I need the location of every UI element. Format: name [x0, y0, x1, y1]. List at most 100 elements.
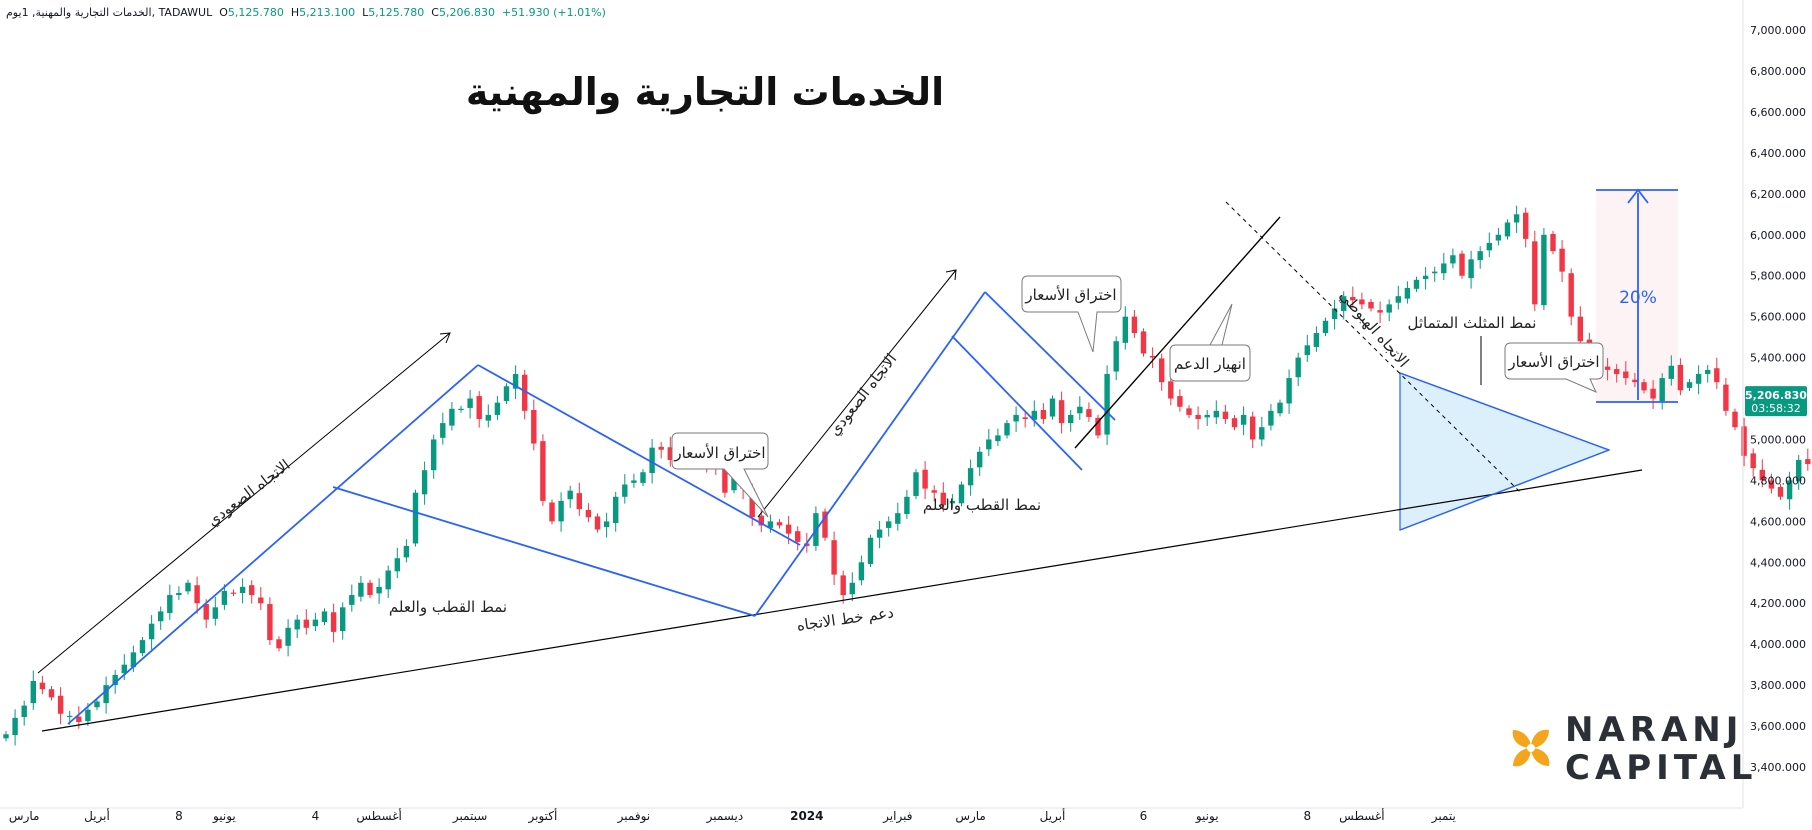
callout-breakout-2: اختراق الأسعار: [1021, 275, 1122, 353]
candle-body: [1049, 398, 1056, 417]
candle-body: [977, 451, 983, 468]
low-value: 5,125.780: [368, 6, 425, 19]
candle-body: [167, 595, 173, 614]
x-tick-label: مارس: [955, 809, 986, 824]
candle-body: [658, 446, 664, 450]
candle-body: [1168, 381, 1174, 399]
candle-body: [12, 717, 18, 736]
candle-body: [403, 545, 410, 558]
candle-body: [249, 585, 255, 596]
candle-body: [949, 500, 956, 504]
last-price-countdown: 03:58:32: [1751, 402, 1800, 415]
candle-body: [1058, 400, 1065, 424]
candle-body: [876, 529, 883, 538]
candle-body: [804, 543, 810, 546]
annotation-support-break: انهيار الدعم: [1174, 355, 1246, 373]
candle-body: [1286, 378, 1292, 404]
candle-body: [1031, 410, 1037, 420]
y-tick-label: 3,800.000: [1750, 679, 1806, 692]
candle-body: [276, 639, 282, 649]
y-tick-label: 3,400.000: [1750, 761, 1806, 774]
candle-body: [613, 496, 619, 523]
x-tick-label: أبريل: [1040, 808, 1066, 824]
callout-breakout-3: اختراق الأسعار: [1504, 342, 1604, 393]
candle-body: [1204, 414, 1210, 418]
brand-line-2: CAPITAL: [1565, 748, 1758, 788]
candle-body: [67, 715, 73, 718]
candle-body: [1805, 459, 1811, 465]
candle-body: [1149, 355, 1156, 358]
candle-body: [1495, 234, 1502, 241]
candle-body: [986, 439, 992, 450]
x-tick-label: يونيو: [1195, 809, 1219, 824]
candle-body: [176, 593, 182, 596]
triangle-lower: [1399, 449, 1610, 531]
uptrend-arrow-2: [757, 269, 957, 518]
candle-body: [995, 435, 1001, 442]
change-value: +51.930 (+1.01%): [501, 6, 606, 19]
candle-body: [194, 585, 200, 604]
candle-body: [367, 582, 373, 596]
candle-body: [494, 402, 501, 415]
candle-body: [1195, 414, 1201, 420]
candle-body: [522, 374, 528, 411]
x-tick-label: أغسطس: [1339, 808, 1384, 824]
candle-body: [1231, 418, 1238, 428]
uptrend-arrow-1: [37, 332, 451, 674]
y-tick-label: 7,000.000: [1750, 24, 1806, 37]
y-tick-label: 4,600.000: [1750, 515, 1806, 528]
candle-body: [967, 468, 974, 486]
candle-body: [1086, 409, 1092, 417]
candle-body: [840, 575, 846, 596]
candle-body: [1250, 416, 1256, 440]
candle-body: [1532, 241, 1538, 305]
candle-body: [394, 558, 400, 572]
candle-body: [48, 689, 55, 698]
candle-body: [1441, 263, 1447, 274]
annotation-target-pct: 20%: [1619, 288, 1657, 308]
candle-body: [312, 619, 319, 627]
candle-body: [1568, 273, 1574, 317]
candle-body: [904, 496, 910, 514]
candle-body: [1159, 358, 1165, 383]
flag-upper-1: [477, 364, 801, 546]
candle-body: [1413, 279, 1420, 289]
candle-body: [722, 467, 728, 493]
candle-body: [1459, 253, 1465, 276]
candle-body: [421, 470, 428, 495]
candle-body: [1068, 414, 1074, 424]
candle-body: [1350, 297, 1356, 301]
candle-body: [148, 623, 155, 640]
candle-body: [1404, 288, 1411, 299]
candle-body: [294, 619, 300, 630]
y-tick-label: 4,000.000: [1750, 638, 1806, 651]
candle-body: [1796, 459, 1802, 482]
annotation-breakout-1: اختراق الأسعار: [673, 443, 765, 462]
candle-body: [749, 488, 755, 518]
candle-body: [1331, 308, 1338, 320]
candle-body: [1450, 255, 1456, 264]
x-tick-label: يتمبر: [1431, 809, 1456, 824]
x-tick-label: 8: [1303, 809, 1311, 823]
candle-body: [1786, 480, 1793, 500]
candle-body: [467, 398, 473, 408]
y-tick-label: 5,600.000: [1750, 311, 1806, 324]
y-tick-label: 6,600.000: [1750, 106, 1806, 119]
x-tick-label: سبتمبر: [452, 809, 487, 824]
candle-body: [895, 513, 901, 524]
candle-body: [376, 586, 382, 594]
high-value: 5,213.100: [299, 6, 356, 19]
candle-body: [1386, 304, 1392, 313]
candle-body: [795, 531, 801, 542]
y-tick-label: 4,200.000: [1750, 597, 1806, 610]
candle-body: [649, 447, 655, 474]
candle-body: [76, 716, 82, 722]
candle-body: [1077, 406, 1083, 414]
uptrend-arrow-1-head: [439, 332, 451, 344]
candle-body: [1732, 411, 1738, 428]
candle-body: [1295, 357, 1301, 378]
y-tick-label: 5,400.000: [1750, 352, 1806, 365]
candle-body: [1668, 365, 1674, 379]
